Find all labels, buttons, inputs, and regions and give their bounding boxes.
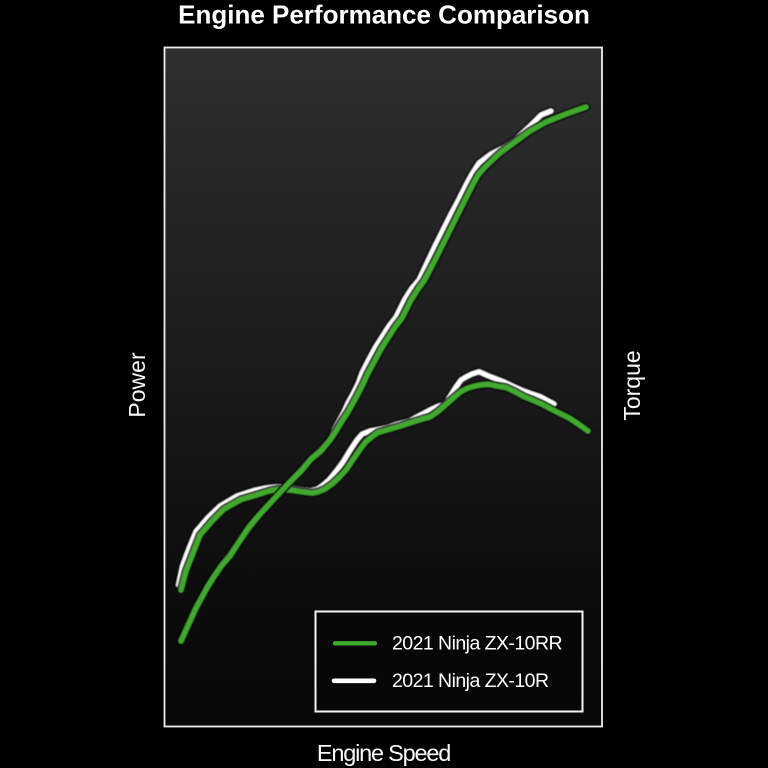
svg-text:Engine Speed: Engine Speed — [317, 740, 450, 766]
svg-text:Engine Performance Comparison: Engine Performance Comparison — [178, 0, 590, 30]
svg-text:2021 Ninja ZX-10R: 2021 Ninja ZX-10R — [392, 670, 549, 692]
svg-text:Torque: Torque — [619, 350, 645, 420]
svg-text:Power: Power — [124, 352, 150, 418]
svg-text:2021 Ninja ZX-10RR: 2021 Ninja ZX-10RR — [392, 633, 562, 655]
